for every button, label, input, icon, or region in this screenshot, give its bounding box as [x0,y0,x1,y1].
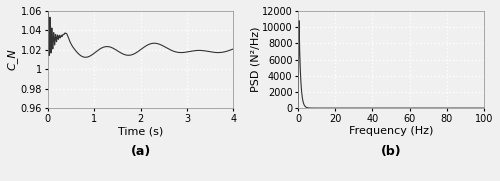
Y-axis label: PSD (N²/Hz): PSD (N²/Hz) [250,27,260,92]
Text: (b): (b) [380,145,402,158]
X-axis label: Frequency (Hz): Frequency (Hz) [349,126,433,136]
Text: (a): (a) [130,145,150,158]
X-axis label: Time (s): Time (s) [118,126,163,136]
Y-axis label: C_N: C_N [7,49,18,70]
